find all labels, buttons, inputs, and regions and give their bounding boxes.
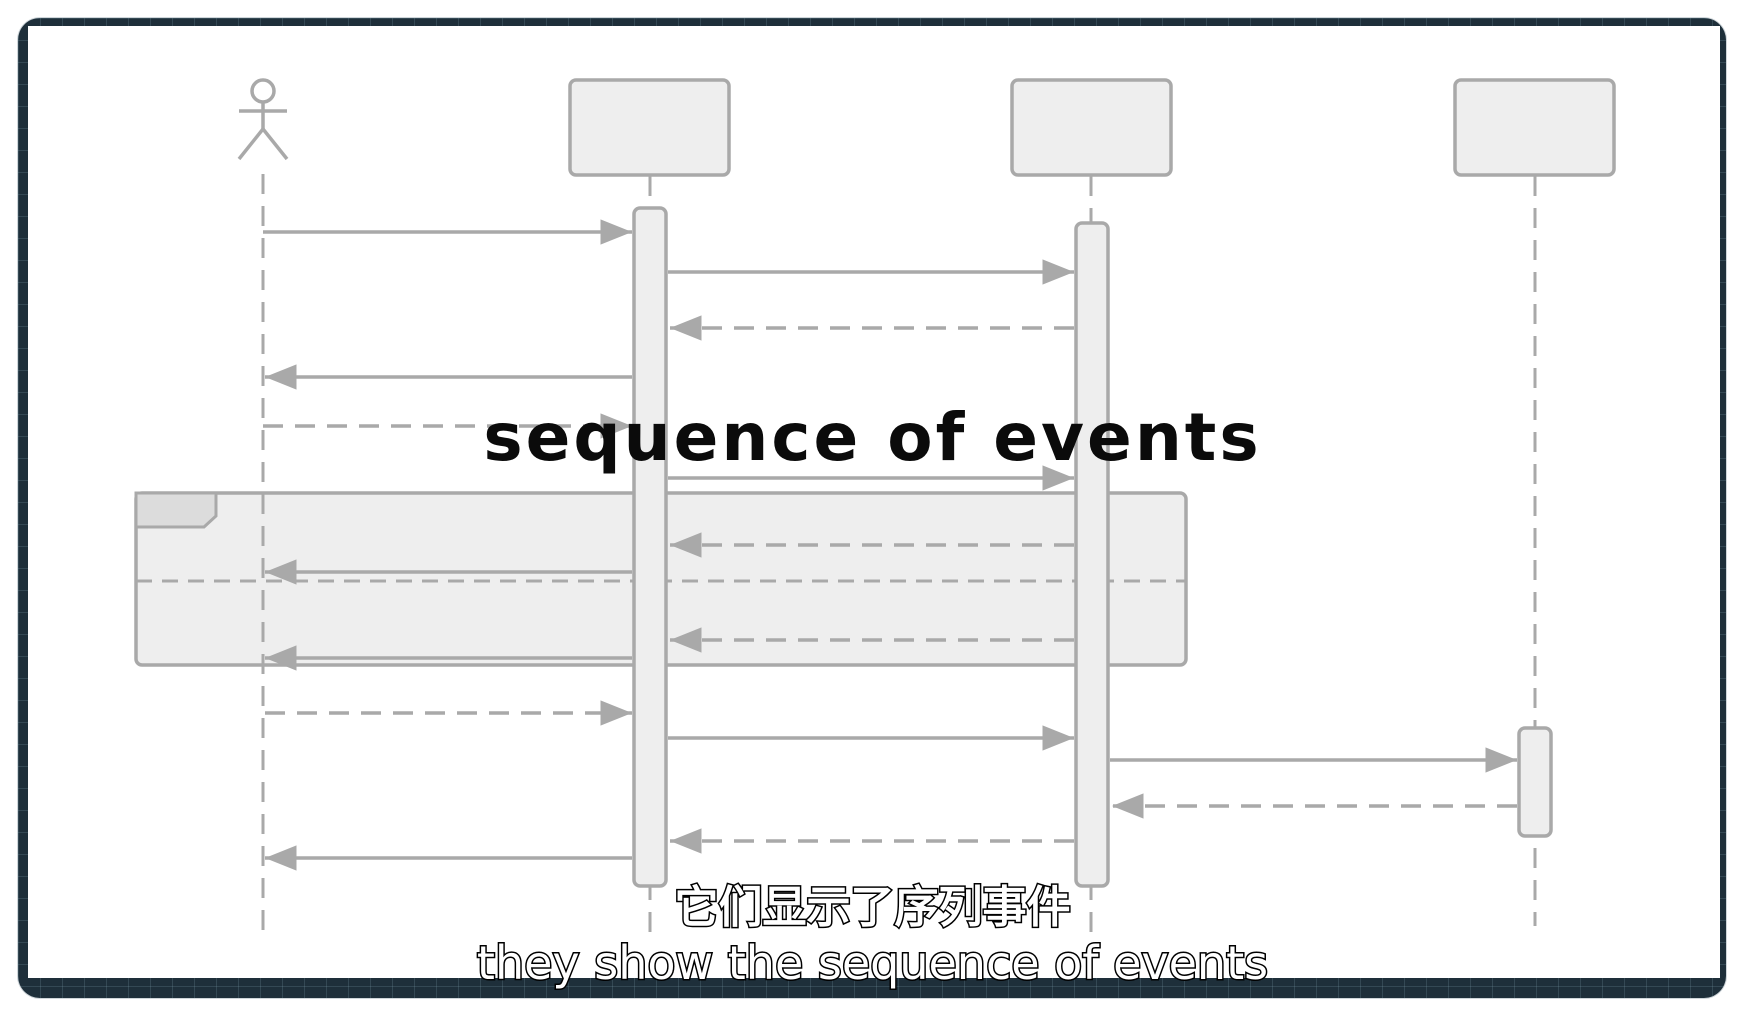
- video-screen: [28, 26, 1720, 978]
- subtitle-english: they show the sequence of events: [475, 936, 1269, 990]
- sequence-diagram: [134, 78, 1616, 936]
- participant-box-2: [1010, 78, 1173, 177]
- activation-bars: [632, 206, 1553, 888]
- stick-figure-icon: [237, 78, 289, 161]
- participant-box-3: [1453, 78, 1616, 177]
- overlay-title: sequence of events: [483, 399, 1262, 476]
- messages: [263, 219, 1517, 871]
- participant-boxes: [568, 78, 1616, 177]
- subtitle-chinese: 它们显示了序列事件: [673, 882, 1072, 933]
- activation-bar-object-3: [1517, 726, 1553, 838]
- activation-bar-object-2: [1074, 221, 1110, 888]
- activation-bar-object-1: [632, 206, 668, 888]
- participant-box-1: [568, 78, 731, 177]
